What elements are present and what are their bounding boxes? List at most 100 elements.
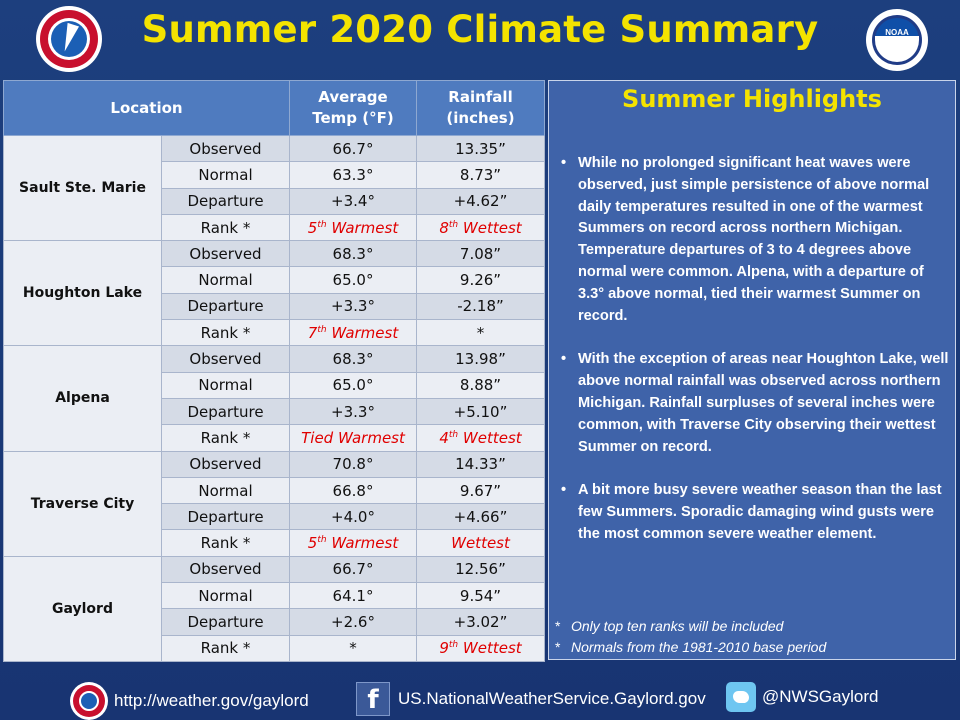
header-location: Location — [3, 80, 290, 136]
table-row: Houghton Lake Observed 68.3° 7.08” — [3, 240, 545, 347]
rain-cell: 14.33” — [416, 450, 545, 478]
rain-cell: +5.10” — [416, 397, 545, 426]
table-row: Rank * 5th Warmest Wettest — [4, 529, 545, 557]
temp-cell: +3.3° — [289, 397, 417, 426]
row-label: Departure — [161, 608, 290, 636]
temp-rank-cell: 7th Warmest — [289, 319, 417, 347]
facebook-text[interactable]: US.NationalWeatherService.Gaylord.gov — [398, 689, 706, 708]
rain-rank-cell: 8th Wettest — [416, 213, 545, 242]
rain-cell: 8.88” — [416, 371, 545, 399]
nws-logo — [36, 6, 102, 72]
row-label: Normal — [161, 161, 290, 189]
temp-cell: 66.8° — [289, 476, 417, 505]
row-label: Observed — [161, 240, 290, 268]
table-row: Alpena Observed 68.3° 13.98” — [3, 345, 545, 452]
station-name: Houghton Lake — [3, 240, 162, 347]
rain-rank-cell: * — [416, 319, 545, 347]
rain-cell: 13.98” — [416, 345, 545, 373]
temp-cell: +3.3° — [289, 292, 417, 321]
facebook-link[interactable]: f US.NationalWeatherService.Gaylord.gov — [356, 682, 706, 716]
table-row: Sault Ste. Marie Observed 66.7° 13.35” — [3, 134, 545, 242]
row-label: Observed — [161, 134, 290, 163]
website-link[interactable]: http://weather.gov/gaylord — [70, 682, 309, 720]
rain-cell: -2.18” — [416, 292, 545, 321]
rain-cell: +4.62” — [416, 187, 545, 215]
noaa-logo-text: NOAA — [885, 28, 909, 37]
rain-cell: 12.56” — [416, 555, 545, 584]
row-label: Rank * — [161, 529, 290, 557]
temp-cell: 66.7° — [289, 555, 417, 584]
highlight-item: A bit more busy severe weather season th… — [559, 480, 949, 545]
table-row: Normal 65.0° 9.26” — [4, 266, 545, 294]
highlights-panel: Summer Highlights While no prolonged sig… — [548, 80, 956, 660]
temp-rank-cell: * — [289, 634, 417, 662]
rain-rank-cell: 9th Wettest — [416, 634, 545, 662]
row-label: Observed — [161, 450, 290, 478]
table-row: Rank * 5th Warmest 8th Wettest — [4, 213, 545, 242]
highlight-item: While no prolonged significant heat wave… — [559, 153, 949, 327]
footnote: * Only top ten ranks will be included — [555, 618, 784, 634]
row-label: Departure — [161, 292, 290, 321]
rain-cell: 9.26” — [416, 266, 545, 294]
rain-cell: +3.02” — [416, 608, 545, 636]
rain-rank-cell: 4th Wettest — [416, 424, 545, 452]
page-title: Summer 2020 Climate Summary — [141, 8, 819, 51]
noaa-logo: NOAA — [866, 9, 928, 71]
row-label: Departure — [161, 187, 290, 215]
temp-cell: 63.3° — [289, 161, 417, 189]
table-row: Rank * 7th Warmest * — [4, 319, 545, 347]
temp-rank-cell: 5th Warmest — [289, 213, 417, 242]
row-label: Departure — [161, 503, 290, 531]
rain-cell: 8.73” — [416, 161, 545, 189]
twitter-text[interactable]: @NWSGaylord — [762, 687, 879, 706]
temp-cell: +3.4° — [289, 187, 417, 215]
row-label: Normal — [161, 266, 290, 294]
table-body: Sault Ste. Marie Observed 66.7° 13.35” Norma… — [3, 134, 545, 662]
temp-rank-cell: 5th Warmest — [289, 529, 417, 557]
table-row: Departure +3.4° +4.62” — [4, 187, 545, 215]
row-label: Rank * — [161, 319, 290, 347]
highlights-list: While no prolonged significant heat wave… — [559, 153, 949, 568]
rain-rank-cell: Wettest — [416, 529, 545, 557]
station-name: Sault Ste. Marie — [3, 134, 162, 242]
highlights-title: Summer Highlights — [622, 85, 882, 113]
temp-rank-cell: Tied Warmest — [289, 424, 417, 452]
table-row: Normal 65.0° 8.88” — [4, 371, 545, 399]
twitter-link[interactable]: @NWSGaylord — [726, 682, 878, 712]
row-label: Observed — [161, 345, 290, 373]
footnotes: * Only top ten ranks will be included * No… — [555, 616, 826, 658]
twitter-icon — [726, 682, 756, 712]
table-row: Departure +4.0° +4.66” — [4, 503, 545, 531]
header-rainfall: Rainfall (inches) — [416, 80, 545, 136]
temp-cell: +2.6° — [289, 608, 417, 636]
rain-cell: 13.35” — [416, 134, 545, 163]
temp-cell: 65.0° — [289, 266, 417, 294]
temp-cell: 68.3° — [289, 240, 417, 268]
station-name: Traverse City — [3, 450, 162, 557]
table-row: Normal 66.8° 9.67” — [4, 476, 545, 505]
table-row: Normal 63.3° 8.73” — [4, 161, 545, 189]
temp-cell: 65.0° — [289, 371, 417, 399]
table-row: Gaylord Observed 66.7° 12.56” — [3, 555, 545, 662]
nws-logo — [70, 682, 108, 720]
table-row: Rank * * 9th Wettest — [4, 634, 545, 662]
rain-cell: +4.66” — [416, 503, 545, 531]
rain-cell: 9.54” — [416, 582, 545, 610]
row-label: Rank * — [161, 634, 290, 662]
temp-cell: 64.1° — [289, 582, 417, 610]
website-text[interactable]: http://weather.gov/gaylord — [114, 691, 309, 710]
temp-cell: 70.8° — [289, 450, 417, 478]
facebook-icon: f — [356, 682, 390, 716]
highlight-item: With the exception of areas near Houghto… — [559, 349, 949, 458]
table-row: Traverse City Observed 70.8° 14.33” — [3, 450, 545, 557]
footnote: * Normals from the 1981-2010 base period — [555, 639, 827, 655]
rain-cell: 9.67” — [416, 476, 545, 505]
table-row: Departure +3.3° -2.18” — [4, 292, 545, 321]
rain-cell: 7.08” — [416, 240, 545, 268]
station-name: Gaylord — [3, 555, 162, 662]
row-label: Normal — [161, 476, 290, 505]
row-label: Departure — [161, 397, 290, 426]
table-row: Departure +2.6° +3.02” — [4, 608, 545, 636]
footer: http://weather.gov/gaylord f US.National… — [0, 674, 960, 720]
table-row: Departure +3.3° +5.10” — [4, 397, 545, 426]
